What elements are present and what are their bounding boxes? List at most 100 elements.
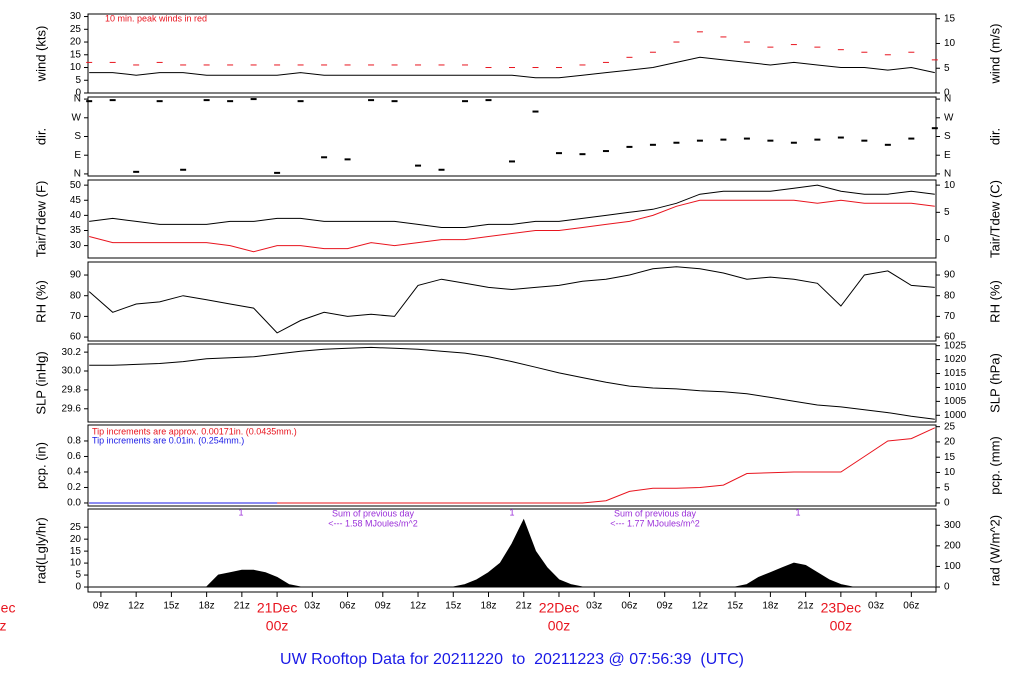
annotation: Sum of previous day xyxy=(332,508,415,518)
y-tick-label: 30.2 xyxy=(62,347,82,358)
day-hour-label: 00z xyxy=(548,618,571,634)
annotation: Tip increments are 0.01in. (0.254mm.) xyxy=(92,435,244,445)
y2-tick-label: N xyxy=(944,94,951,105)
line xyxy=(89,199,935,253)
y-tick-label: 20 xyxy=(70,534,82,545)
y2-tick-label: 1010 xyxy=(944,382,967,393)
panel-frame xyxy=(87,96,937,177)
x-tick-label: 15z xyxy=(163,601,179,612)
x-tick-label: 18z xyxy=(762,601,778,612)
day-hour-label: 00z xyxy=(0,618,7,634)
annotation: <--- 1.58 MJoules/m^2 xyxy=(328,518,418,528)
y-tick-label: 29.8 xyxy=(62,385,82,396)
line xyxy=(89,346,935,420)
line xyxy=(89,56,935,79)
x-tick-label: 03z xyxy=(304,601,320,612)
y-tick-label: 30.0 xyxy=(62,366,82,377)
y-tick-label: N xyxy=(74,169,81,180)
y2-tick-label: 200 xyxy=(944,540,961,551)
x-tick-label: 03z xyxy=(868,601,884,612)
y-tick-label: 30 xyxy=(70,11,82,22)
y-tick-label: 90 xyxy=(70,270,82,281)
panel-frame xyxy=(87,343,937,423)
y2-tick-label: 15 xyxy=(944,13,956,24)
y-tick-label: 20 xyxy=(70,37,82,48)
day-hour-label: 00z xyxy=(830,618,853,634)
y2-axis-label: Tair/Tdew (C) xyxy=(987,180,1002,258)
y2-tick-label: 5 xyxy=(944,482,950,493)
y-tick-label: 0.0 xyxy=(67,498,81,509)
day-hour-label: 00z xyxy=(266,618,289,634)
x-tick-label: 06z xyxy=(621,601,637,612)
y2-tick-label: 80 xyxy=(944,290,956,301)
x-tick-label: 09z xyxy=(93,601,109,612)
x-tick-label: 12z xyxy=(692,601,708,612)
x-tick-label: 21z xyxy=(516,601,532,612)
x-tick-label: 12z xyxy=(128,601,144,612)
y2-tick-label: 1025 xyxy=(944,340,967,351)
y2-tick-label: 90 xyxy=(944,270,956,281)
panel-frame xyxy=(87,13,937,94)
y-axis-label: wind (kts) xyxy=(33,26,48,83)
y2-tick-label: 5 xyxy=(944,207,950,218)
x-tick-label: 03z xyxy=(586,601,602,612)
y2-tick-label: 15 xyxy=(944,452,956,463)
y2-axis-label: SLP (hPa) xyxy=(987,353,1002,413)
y-tick-label: 45 xyxy=(70,195,82,206)
panel-frame xyxy=(87,508,937,593)
y-tick-label: 5 xyxy=(75,570,81,581)
panel-frame xyxy=(87,261,937,342)
y-tick-label: 80 xyxy=(70,290,82,301)
y-axis-label: pcp. (in) xyxy=(33,442,48,489)
y-tick-label: 10 xyxy=(70,62,82,73)
y2-tick-label: 0 xyxy=(944,88,950,99)
y2-tick-label: 10 xyxy=(944,38,956,49)
day-label: 23Dec xyxy=(821,600,861,616)
x-tick-label: 18z xyxy=(199,601,215,612)
y2-tick-label: 10 xyxy=(944,180,956,191)
annotation: <--- 1.77 MJoules/m^2 xyxy=(610,518,700,528)
panel-frame xyxy=(87,179,937,259)
y2-tick-label: 0 xyxy=(944,234,950,245)
y2-tick-label: 1000 xyxy=(944,410,967,421)
y-tick-label: 25 xyxy=(70,522,82,533)
y-tick-label: 70 xyxy=(70,311,82,322)
annotation: 1 xyxy=(238,507,243,517)
chart-title: UW Rooftop Data for 20211220 to 20211223… xyxy=(280,651,744,668)
x-tick-label: 09z xyxy=(657,601,673,612)
y2-tick-label: S xyxy=(944,131,951,142)
line xyxy=(88,266,935,334)
annotation: 10 min. peak winds in red xyxy=(105,13,207,23)
y-tick-label: S xyxy=(74,131,81,142)
panel-frame xyxy=(87,424,937,507)
y-tick-label: 29.6 xyxy=(62,403,82,414)
y-tick-label: 15 xyxy=(70,49,82,60)
y-tick-label: W xyxy=(72,112,82,123)
x-tick-label: 06z xyxy=(903,601,919,612)
y2-axis-label: dir. xyxy=(987,128,1002,145)
line xyxy=(89,184,935,228)
y2-axis-label: RH (%) xyxy=(987,280,1002,323)
y-tick-label: E xyxy=(74,150,81,161)
x-tick-label: 15z xyxy=(445,601,461,612)
y2-axis-label: rad (W/m^2) xyxy=(987,515,1002,586)
y-tick-label: 0.4 xyxy=(67,467,81,478)
y-tick-label: 0.6 xyxy=(67,451,81,462)
y-tick-label: 35 xyxy=(70,225,82,236)
y-axis-label: rad(Lgly/hr) xyxy=(33,517,48,583)
y2-tick-label: 1020 xyxy=(944,354,967,365)
y2-axis-label: wind (m/s) xyxy=(987,24,1002,85)
y-tick-label: 0 xyxy=(75,88,81,99)
y2-tick-label: 1005 xyxy=(944,396,967,407)
y-tick-label: 10 xyxy=(70,558,82,569)
annotation: Tip increments are approx. 0.00171in. (0… xyxy=(92,426,297,436)
day-label: 22Dec xyxy=(539,600,579,616)
y-axis-label: RH (%) xyxy=(33,280,48,323)
y2-axis-label: pcp. (mm) xyxy=(987,436,1002,495)
y2-tick-label: 1015 xyxy=(944,368,967,379)
y-tick-label: 30 xyxy=(70,240,82,251)
y-tick-label: 40 xyxy=(70,210,82,221)
area xyxy=(87,518,937,588)
y2-tick-label: 10 xyxy=(944,467,956,478)
